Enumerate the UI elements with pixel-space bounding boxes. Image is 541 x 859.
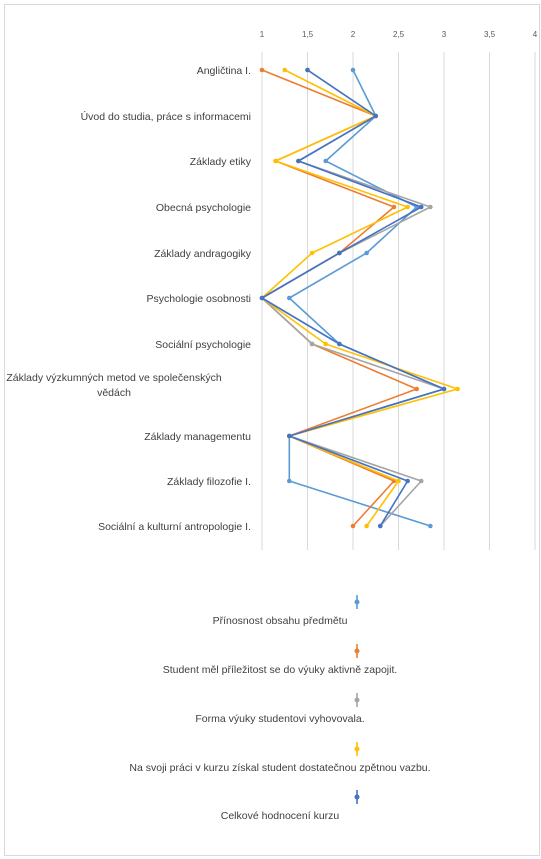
data-point [350,67,356,73]
x-tick-label: 2 [351,30,356,39]
data-point [391,204,397,210]
x-tick-label: 1 [260,30,265,39]
data-point [428,204,433,210]
legend-label: Přínosnost obsahu předmětu [213,615,348,627]
data-point [287,433,292,439]
legend-marker-dot [354,697,360,703]
legend-marker-dot [354,794,360,800]
legend-label: Na svoji práci v kurzu získal student do… [129,762,430,774]
gridlines [261,52,536,550]
series-line [261,69,418,527]
legend-label: Forma výuky studentovi vyhovovala. [195,713,364,725]
data-point [396,478,401,484]
category-label: Angličtina I. [197,65,251,77]
category-label: Základy etiky [190,156,252,168]
category-label: Základy filozofie I. [167,476,251,488]
x-tick-label: 4 [533,30,538,39]
data-point [441,386,447,392]
category-label: Úvod do studia, práce s informacemi [81,110,251,123]
legend-marker-dot [354,648,360,654]
data-point [282,67,288,73]
x-axis-tick-labels: 1 1,5 2 2,5 3 3,5 4 [260,30,538,39]
data-point [418,478,424,484]
data-point [287,478,292,484]
data-point [418,204,424,210]
category-label: Sociální psychologie [155,339,251,351]
data-point [309,341,315,347]
legend-marker-dot [354,599,360,605]
data-point [309,250,315,256]
x-tick-label: 1,5 [302,30,314,39]
category-labels: Angličtina I. Úvod do studia, práce s inf… [6,65,251,533]
data-point [405,478,410,484]
data-point [323,341,329,347]
series-lines [259,67,460,529]
data-point [455,386,460,392]
data-point [414,386,420,392]
legend-marker-dot [354,746,360,752]
data-point [337,341,342,347]
data-point [296,158,301,164]
data-point [378,523,383,529]
data-point [273,158,278,164]
data-point [323,158,329,164]
data-point [287,295,292,301]
data-point [428,523,433,529]
category-label: Sociální a kulturní antropologie I. [98,521,251,533]
legend-label: Celkové hodnocení kurzu [221,810,340,822]
data-point [364,523,369,529]
legend-label: Student měl příležitost se do výuky akti… [163,664,398,676]
x-tick-label: 3 [442,30,447,39]
data-point [259,295,265,301]
x-tick-label: 2,5 [393,30,405,39]
category-label: Psychologie osobnosti [147,293,251,305]
data-point [350,523,356,529]
category-label: Obecná psychologie [156,202,251,214]
data-point [364,250,369,256]
category-label: Základy výzkumných metod ve společenskýc… [6,372,222,399]
series-line [288,69,445,527]
category-label: Základy managementu [144,431,251,443]
data-point [259,67,265,73]
data-point [305,67,310,73]
data-point [337,250,342,256]
x-tick-label: 3,5 [484,30,496,39]
data-point [405,204,410,210]
category-label: Základy andragogiky [154,248,252,260]
legend: Přínosnost obsahu předmětu Student měl př… [129,595,431,822]
data-point [373,113,379,119]
